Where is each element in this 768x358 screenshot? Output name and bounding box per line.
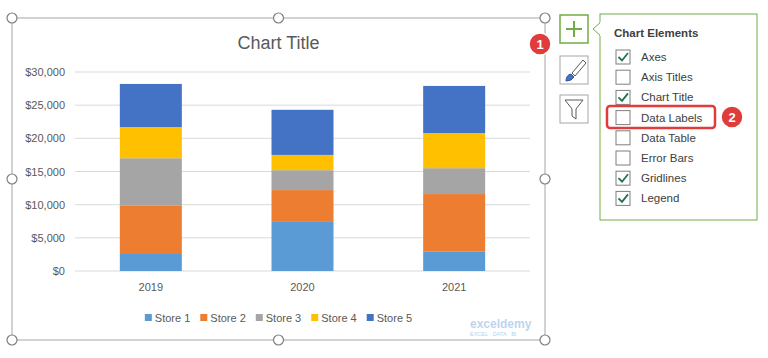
bar-segment xyxy=(120,253,182,271)
panel-item-label: Error Bars xyxy=(641,152,694,164)
callout-number: 2 xyxy=(728,110,735,125)
bar-segment xyxy=(272,155,334,170)
y-tick-label: $5,000 xyxy=(31,232,65,244)
checkbox[interactable] xyxy=(616,111,630,125)
chart-styles-button[interactable] xyxy=(560,56,588,84)
bar-segment xyxy=(423,133,485,168)
chart-filters-button[interactable] xyxy=(560,95,588,123)
pointer-cover xyxy=(600,22,602,36)
y-tick-label: $10,000 xyxy=(25,199,65,211)
bar-segment xyxy=(423,252,485,271)
y-tick-label: $30,000 xyxy=(25,66,65,78)
resize-handle[interactable] xyxy=(540,335,550,345)
grid-line xyxy=(75,72,530,73)
panel-item-label: Legend xyxy=(641,192,679,204)
panel-item-label: Axis Titles xyxy=(641,71,693,83)
resize-handle[interactable] xyxy=(274,335,284,345)
legend-swatch xyxy=(311,314,318,321)
bar-segment xyxy=(272,222,334,271)
bar-segment xyxy=(120,158,182,205)
legend-label: Store 3 xyxy=(266,312,301,324)
chart-area xyxy=(12,18,545,340)
canvas: Chart Title $0 $5,000 $10,000 $15,000 $20,000… xyxy=(0,0,768,358)
panel-title: Chart Elements xyxy=(614,27,698,39)
resize-handle[interactable] xyxy=(540,174,550,184)
bar-segment xyxy=(272,170,334,190)
legend-swatch xyxy=(256,314,263,321)
highlight-box xyxy=(607,106,715,128)
bars xyxy=(120,84,485,271)
legend-label: Store 4 xyxy=(321,312,356,324)
x-tick-label: 2021 xyxy=(442,281,466,293)
check-mark xyxy=(619,93,629,101)
bar-segment xyxy=(423,194,485,252)
legend: Store 1 Store 2 Store 3 Store 4 Store 5 xyxy=(145,312,412,324)
filter-icon xyxy=(565,100,583,119)
callout-badge xyxy=(529,33,551,55)
legend-swatch xyxy=(367,314,374,321)
x-tick-label: 2019 xyxy=(139,281,163,293)
check-mark xyxy=(619,174,629,182)
panel-item-label: Data Table xyxy=(641,132,696,144)
button-frame xyxy=(560,15,588,43)
x-tick-label: 2020 xyxy=(290,281,314,293)
bar-segment xyxy=(120,127,182,158)
checkbox[interactable] xyxy=(616,191,630,205)
legend-label: Store 1 xyxy=(155,312,190,324)
checkbox[interactable] xyxy=(616,70,630,84)
chart-title: Chart Title xyxy=(237,33,319,53)
panel-frame xyxy=(600,14,757,220)
checkbox[interactable] xyxy=(616,151,630,165)
panel-item[interactable]: Chart Title xyxy=(616,90,693,104)
panel-item-label: Gridlines xyxy=(641,172,687,184)
check-mark xyxy=(619,53,629,61)
brush-tip xyxy=(566,74,574,81)
resize-handle[interactable] xyxy=(7,335,17,345)
y-tick-label: $25,000 xyxy=(25,99,65,111)
legend-swatch xyxy=(145,314,152,321)
bar-segment xyxy=(423,168,485,194)
button-frame xyxy=(560,95,588,123)
panel-item-label: Axes xyxy=(641,51,667,63)
resize-handle[interactable] xyxy=(7,174,17,184)
panel-item-label: Data Labels xyxy=(641,112,703,124)
plus-icon xyxy=(566,21,582,37)
callout-number: 1 xyxy=(536,37,543,52)
panel-item[interactable]: Axes xyxy=(616,50,667,64)
bar-segment xyxy=(120,205,182,253)
panel-item[interactable]: Data Table xyxy=(616,131,696,145)
check-mark xyxy=(619,194,629,202)
panel-item[interactable]: Axis Titles xyxy=(616,70,693,84)
y-tick-label: $15,000 xyxy=(25,166,65,178)
panel-item-label: Chart Title xyxy=(641,91,693,103)
panel-item[interactable]: Gridlines xyxy=(616,171,687,185)
bar-segment xyxy=(272,110,334,155)
panel-item[interactable]: Legend xyxy=(616,191,679,205)
y-tick-label: $20,000 xyxy=(25,132,65,144)
callout-badge xyxy=(721,106,743,128)
brush-handle xyxy=(572,60,586,76)
button-frame xyxy=(560,56,588,84)
checkbox[interactable] xyxy=(616,171,630,185)
panel-item[interactable]: Error Bars xyxy=(616,151,694,165)
chart-elements-button[interactable] xyxy=(560,15,588,43)
checkbox[interactable] xyxy=(616,50,630,64)
legend-swatch xyxy=(200,314,207,321)
bar-segment xyxy=(423,86,485,133)
panel-pointer xyxy=(593,22,601,36)
checkbox[interactable] xyxy=(616,131,630,145)
bar-segment xyxy=(120,84,182,127)
watermark: exceldemy xyxy=(470,317,532,331)
watermark-sub: EXCEL · DATA · BI xyxy=(470,331,517,337)
checkbox[interactable] xyxy=(616,90,630,104)
y-tick-label: $0 xyxy=(53,265,65,277)
legend-label: Store 5 xyxy=(377,312,412,324)
legend-label: Store 2 xyxy=(210,312,245,324)
panel-item[interactable]: Data Labels xyxy=(616,111,703,125)
chart-elements-panel: Chart Elements Axes Axis Titles Chart Title… xyxy=(593,14,757,220)
bar-segment xyxy=(272,190,334,222)
resize-handle[interactable] xyxy=(274,13,284,23)
resize-handle[interactable] xyxy=(540,13,550,23)
resize-handle[interactable] xyxy=(7,13,17,23)
